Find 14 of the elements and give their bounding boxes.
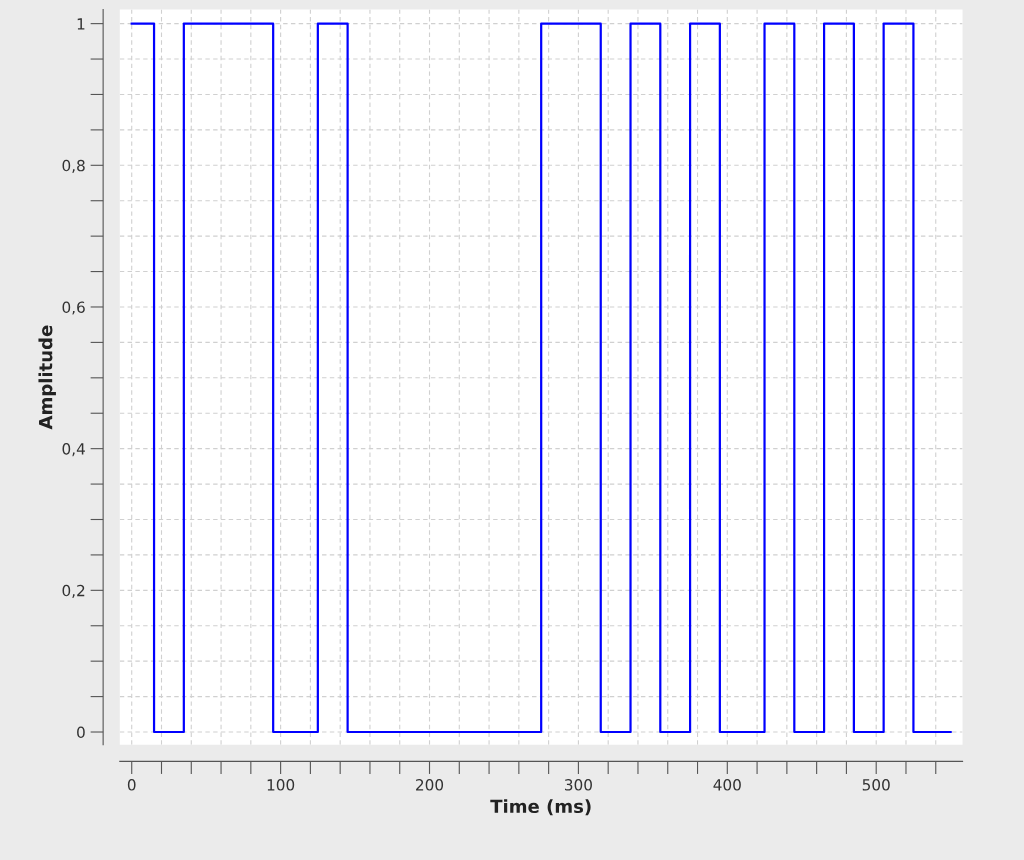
x-tick-label: 500 bbox=[862, 779, 890, 791]
x-tick-label: 0 bbox=[127, 779, 136, 791]
x-tick-label: 300 bbox=[564, 779, 592, 791]
y-axis-title: Amplitude bbox=[38, 325, 56, 430]
x-tick-label: 200 bbox=[416, 779, 444, 791]
x-axis-title: Time (ms) bbox=[490, 799, 591, 816]
y-tick-label: 0,8 bbox=[62, 159, 85, 173]
y-tick-label: 0,2 bbox=[62, 584, 85, 598]
x-tick-label: 100 bbox=[267, 779, 295, 791]
y-tick-label: 1 bbox=[77, 18, 85, 30]
y-tick-label: 0,4 bbox=[62, 443, 85, 457]
y-tick-label: 0 bbox=[77, 726, 85, 739]
y-tick-label: 0,6 bbox=[62, 301, 85, 315]
x-tick-label: 400 bbox=[713, 779, 741, 791]
